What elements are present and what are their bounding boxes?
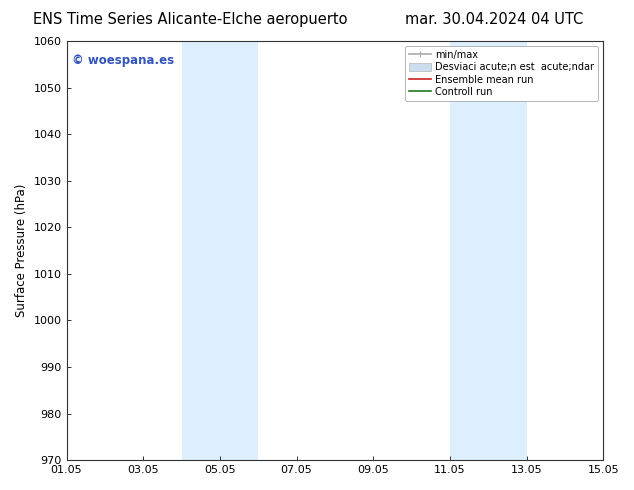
Y-axis label: Surface Pressure (hPa): Surface Pressure (hPa)	[15, 184, 28, 318]
Bar	[181, 41, 258, 460]
Text: © woespana.es: © woespana.es	[72, 53, 174, 67]
Legend: min/max, Desviaci acute;n est  acute;ndar, Ensemble mean run, Controll run: min/max, Desviaci acute;n est acute;ndar…	[405, 46, 598, 101]
Bar	[450, 41, 526, 460]
Text: mar. 30.04.2024 04 UTC: mar. 30.04.2024 04 UTC	[405, 12, 584, 27]
Text: ENS Time Series Alicante-Elche aeropuerto: ENS Time Series Alicante-Elche aeropuert…	[33, 12, 347, 27]
